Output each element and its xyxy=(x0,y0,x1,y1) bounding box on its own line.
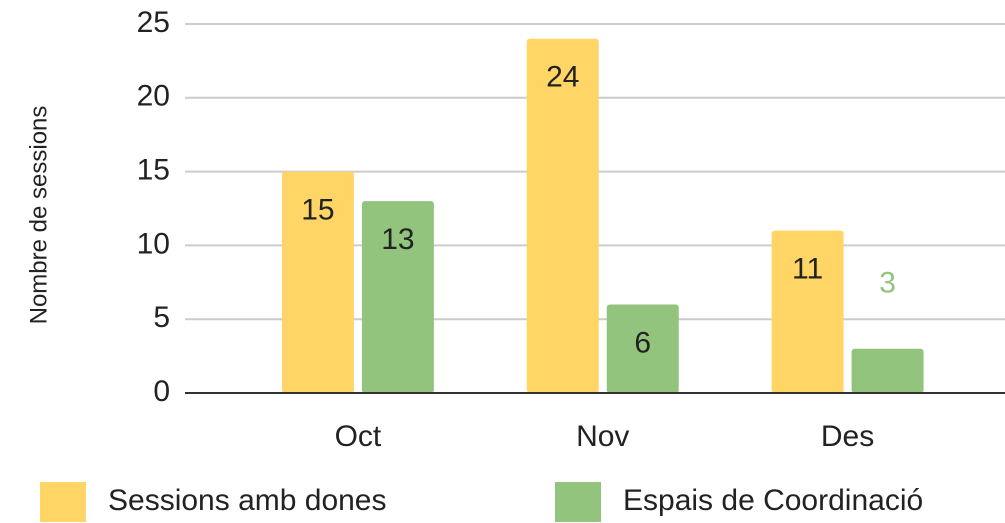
bar xyxy=(281,171,354,393)
data-label: 15 xyxy=(301,194,334,227)
bar xyxy=(771,230,844,393)
legend-swatch xyxy=(40,482,86,522)
y-tick-label: 20 xyxy=(137,80,170,113)
x-tick-label: Nov xyxy=(576,420,629,453)
x-tick-label: Oct xyxy=(335,420,382,453)
legend-label: Sessions amb dones xyxy=(108,484,387,517)
y-axis-label: Nombre de sessions xyxy=(25,106,52,325)
bar xyxy=(606,304,679,393)
data-label: 24 xyxy=(546,61,579,94)
legend-swatch xyxy=(555,482,601,522)
y-tick-label: 10 xyxy=(137,227,170,260)
data-label: 13 xyxy=(381,223,414,256)
y-tick-label: 5 xyxy=(153,301,170,334)
bar xyxy=(526,38,599,393)
data-label: 3 xyxy=(879,267,896,300)
y-tick-label: 25 xyxy=(137,6,170,39)
x-tick-label: Des xyxy=(821,420,874,453)
bar xyxy=(361,201,434,393)
bar xyxy=(851,348,924,393)
y-tick-label: 15 xyxy=(137,154,170,187)
data-label: 11 xyxy=(792,253,823,286)
data-label: 6 xyxy=(634,326,651,359)
legend-label: Espais de Coordinació xyxy=(623,484,923,517)
y-tick-label: 0 xyxy=(153,375,170,408)
